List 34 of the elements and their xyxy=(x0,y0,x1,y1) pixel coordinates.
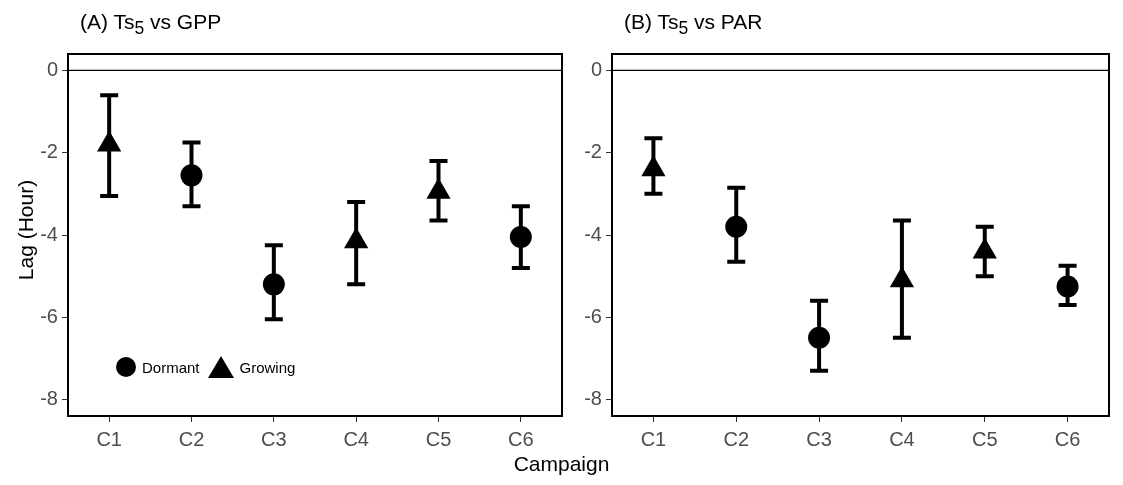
y-tick-label: -8 xyxy=(584,387,602,410)
x-tick-label: C4 xyxy=(343,427,369,450)
x-tick-label: C2 xyxy=(178,427,205,450)
point xyxy=(641,155,666,177)
x-tick-label: C3 xyxy=(261,427,287,450)
legend-label: Dormant xyxy=(142,358,200,376)
y-axis-title: Lag (Hour) xyxy=(14,179,39,281)
x-tick-label: C6 xyxy=(508,427,534,450)
x-axis-title: Campaign xyxy=(512,452,611,476)
x-tick-label: C1 xyxy=(96,427,122,450)
point xyxy=(889,266,915,288)
y-tick-label: -6 xyxy=(584,304,602,327)
x-tick-label: C5 xyxy=(971,427,998,450)
y-tick-label: -2 xyxy=(584,140,602,163)
y-tick-label: 0 xyxy=(46,57,58,80)
x-tick-label: C2 xyxy=(723,427,750,450)
y-tick-label: -2 xyxy=(40,140,58,163)
x-tick-label: C5 xyxy=(425,427,452,450)
x-tick-label: C1 xyxy=(640,427,667,450)
legend-label: Growing xyxy=(239,358,296,376)
y-tick-label: -6 xyxy=(40,304,58,327)
point xyxy=(808,326,831,349)
point xyxy=(725,215,748,238)
y-tick-label: -4 xyxy=(584,222,602,245)
y-tick-label: -4 xyxy=(40,222,58,245)
chart-title: (B) Ts$_{5}$ vs PAR xyxy=(624,10,763,40)
point xyxy=(1056,275,1079,298)
x-tick-label: C4 xyxy=(889,427,915,450)
y-tick-label: -8 xyxy=(40,387,58,410)
chart-title: (A) Ts$_{5}$ vs GPP xyxy=(80,10,222,40)
x-tick-label: C6 xyxy=(1054,427,1081,450)
y-tick-label: 0 xyxy=(590,57,602,80)
point xyxy=(972,237,997,259)
x-tick-label: C3 xyxy=(806,427,832,450)
